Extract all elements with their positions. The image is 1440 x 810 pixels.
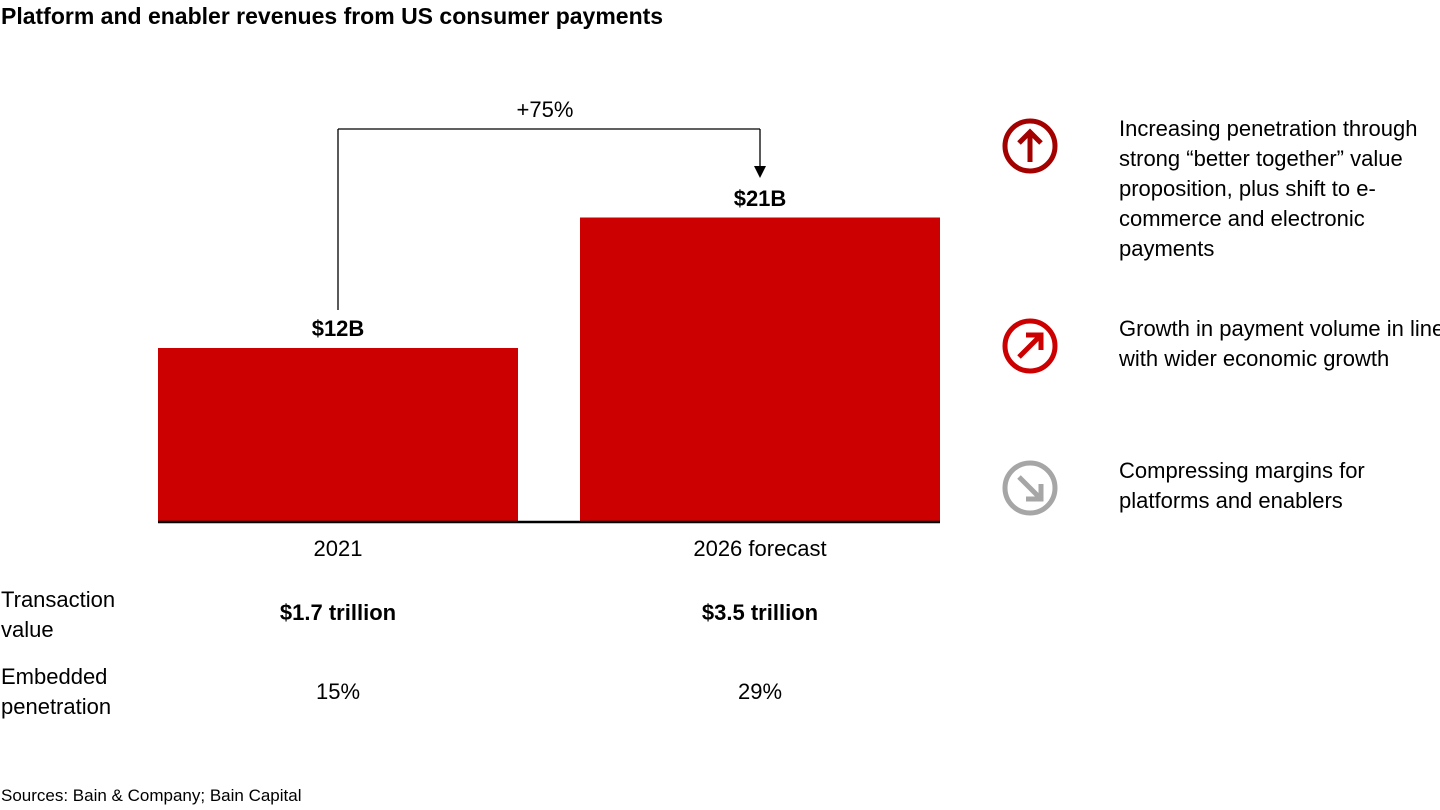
data-label-2021: $12B	[311, 316, 365, 341]
transaction-value-2021: $1.7 trillion	[279, 600, 397, 625]
growth-label: +75%	[516, 97, 574, 122]
bar-2021	[158, 348, 518, 522]
driver-text: Growth in payment volume in line with wi…	[1119, 316, 1440, 371]
arrow-up-right-circle-icon	[1002, 318, 1058, 374]
data-label-2026: $21B	[733, 185, 787, 211]
arrow-down-right-circle-icon	[1002, 460, 1058, 516]
penetration-2021: 15%	[315, 679, 361, 704]
row-label-embedded-penetration: Embedded penetration	[1, 664, 112, 719]
bar-2026-forecast	[580, 217, 940, 522]
bar-chart	[158, 128, 940, 524]
driver-text: Compressing margins for platforms and en…	[1119, 458, 1365, 513]
arrow-up-circle-icon	[1002, 118, 1058, 174]
row-label-transaction-value: Transaction value	[1, 587, 116, 642]
source-note: Sources: Bain & Company; Bain Capital	[1, 786, 302, 805]
bracket-arrowhead	[754, 166, 766, 178]
driver-text: Increasing penetration through strong “b…	[1119, 116, 1418, 261]
chart-title: Platform and enabler revenues from US co…	[1, 3, 664, 29]
transaction-value-2026: $3.5 trillion	[701, 600, 819, 625]
x-tick-2021: 2021	[313, 536, 363, 561]
penetration-2026: 29%	[737, 679, 783, 704]
x-tick-2026: 2026 forecast	[693, 536, 827, 561]
